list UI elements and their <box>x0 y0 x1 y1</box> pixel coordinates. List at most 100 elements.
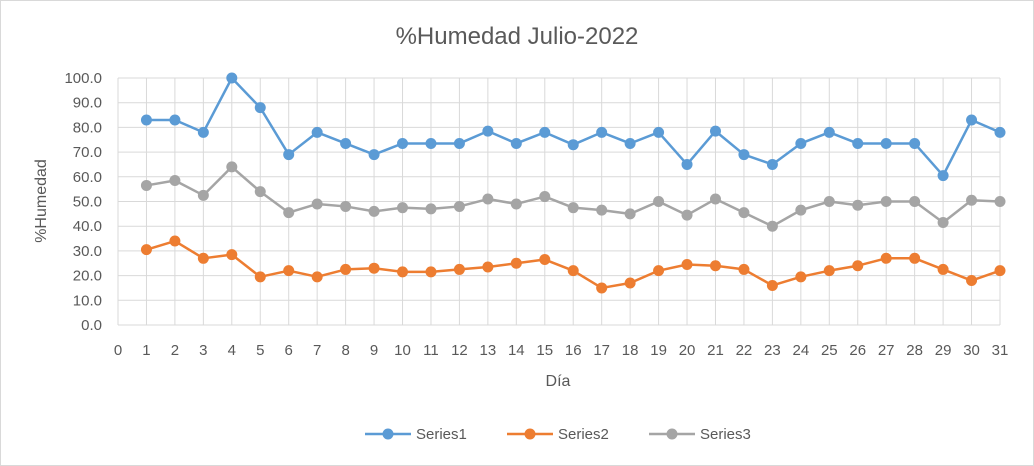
data-point <box>596 282 608 294</box>
data-point <box>425 137 437 149</box>
x-tick-label: 23 <box>764 342 781 359</box>
data-point <box>567 202 579 214</box>
data-point <box>909 252 921 264</box>
data-point <box>823 126 835 138</box>
x-tick-label: 4 <box>228 342 236 359</box>
data-point <box>425 266 437 278</box>
data-point <box>539 254 551 266</box>
y-tick-label: 40.0 <box>73 218 102 235</box>
y-tick-label: 0.0 <box>81 317 102 334</box>
x-tick-label: 17 <box>593 342 610 359</box>
data-point <box>254 102 266 114</box>
data-point <box>567 265 579 277</box>
x-tick-label: 29 <box>935 342 952 359</box>
data-point <box>539 191 551 203</box>
data-point <box>852 260 864 272</box>
data-point <box>880 252 892 264</box>
data-point <box>226 72 238 84</box>
legend-label: Series1 <box>416 426 467 443</box>
data-point <box>169 175 181 187</box>
data-point <box>510 198 522 210</box>
y-tick-label: 30.0 <box>73 243 102 260</box>
data-point <box>140 244 152 256</box>
data-point <box>966 275 978 287</box>
data-point <box>226 249 238 261</box>
x-tick-label: 24 <box>792 342 809 359</box>
data-point <box>994 196 1006 207</box>
y-tick-label: 20.0 <box>73 268 102 285</box>
data-point <box>254 186 266 198</box>
data-point <box>311 198 323 210</box>
x-tick-label: 14 <box>508 342 525 359</box>
data-point <box>197 252 209 264</box>
x-tick-label: 5 <box>256 342 264 359</box>
data-point <box>453 200 465 212</box>
legend-item-1: Series1 <box>365 426 467 443</box>
data-point <box>653 196 665 207</box>
x-tick-label: 16 <box>565 342 582 359</box>
data-point <box>766 279 778 291</box>
legend-item-3: Series3 <box>649 426 751 443</box>
data-point <box>738 149 750 161</box>
x-tick-label: 22 <box>736 342 753 359</box>
legend-label: Series2 <box>558 426 609 443</box>
data-point <box>169 114 181 126</box>
data-point <box>681 158 693 170</box>
legend-marker <box>382 428 394 440</box>
legend-marker <box>666 428 678 440</box>
data-point <box>340 137 352 149</box>
data-point <box>624 277 636 289</box>
x-tick-label: 26 <box>849 342 866 359</box>
x-tick-label: 9 <box>370 342 378 359</box>
data-point <box>909 196 921 207</box>
data-point <box>823 265 835 277</box>
data-point <box>368 262 380 274</box>
x-tick-label: 13 <box>480 342 497 359</box>
data-point <box>368 205 380 217</box>
y-tick-label: 50.0 <box>73 194 102 211</box>
legend-marker <box>524 428 536 440</box>
data-point <box>880 196 892 207</box>
data-point <box>966 194 978 206</box>
x-tick-label: 6 <box>285 342 293 359</box>
x-tick-label: 15 <box>536 342 553 359</box>
data-point <box>994 126 1006 138</box>
data-point <box>795 204 807 216</box>
data-point <box>539 126 551 138</box>
x-tick-label: 19 <box>650 342 667 359</box>
data-point <box>709 125 721 137</box>
data-point <box>397 202 409 214</box>
data-point <box>937 263 949 275</box>
data-point <box>197 126 209 138</box>
data-point <box>254 271 266 283</box>
x-tick-label: 20 <box>679 342 696 359</box>
y-tick-label: 100.0 <box>64 70 102 87</box>
data-point <box>795 271 807 283</box>
x-tick-label: 21 <box>707 342 724 359</box>
data-point <box>340 200 352 212</box>
y-axis-title: %Humedad <box>33 159 50 243</box>
data-point <box>482 261 494 273</box>
legend: Series1 Series2 Series3 <box>365 426 751 443</box>
axes: 0.0 10.0 20.0 30.0 40.0 50.0 60.0 70.0 80.0 90.0 1… <box>64 70 1008 359</box>
data-point <box>681 209 693 221</box>
x-tick-label: 27 <box>878 342 895 359</box>
data-point <box>140 114 152 126</box>
series-1 <box>140 72 1006 182</box>
legend-label: Series3 <box>700 426 751 443</box>
data-point <box>823 196 835 207</box>
data-point <box>709 193 721 205</box>
x-tick-label: 31 <box>992 342 1009 359</box>
chart-title: %Humedad Julio-2022 <box>396 23 639 50</box>
data-point <box>766 220 778 232</box>
x-tick-label: 12 <box>451 342 468 359</box>
x-tick-label: 10 <box>394 342 411 359</box>
data-point <box>681 258 693 270</box>
data-point <box>994 265 1006 277</box>
data-point <box>596 204 608 216</box>
x-tick-label: 18 <box>622 342 639 359</box>
x-tick-label: 3 <box>199 342 207 359</box>
data-point <box>880 137 892 149</box>
data-point <box>852 137 864 149</box>
